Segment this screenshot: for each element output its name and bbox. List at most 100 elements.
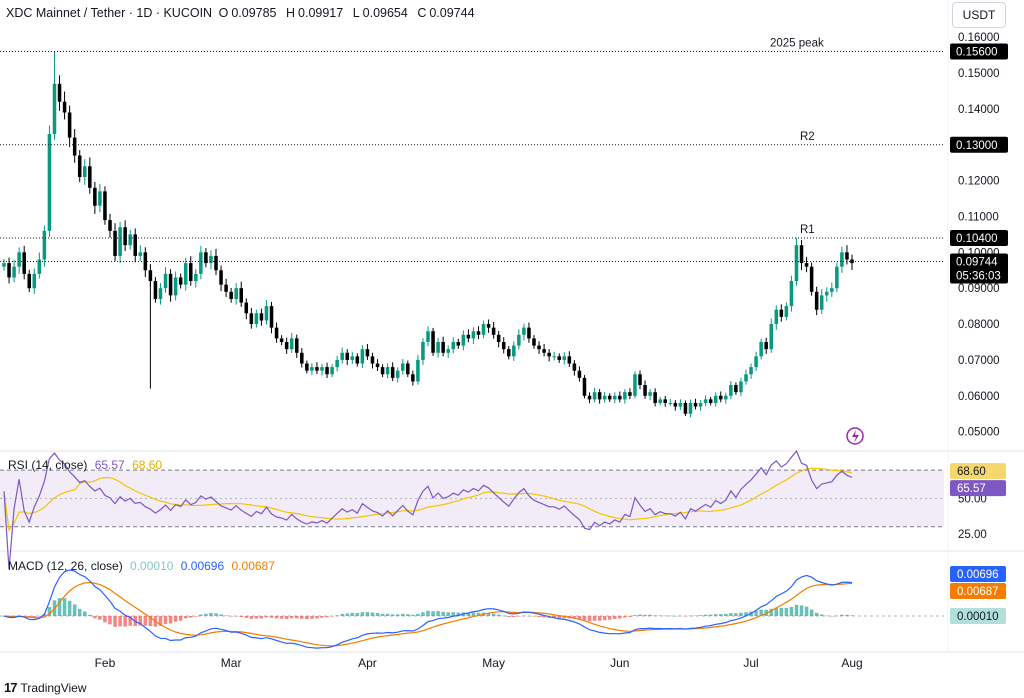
macd-histogram-bar: [108, 616, 112, 625]
candle-body: [527, 327, 531, 339]
candle-body: [582, 377, 587, 396]
candle-body: [784, 306, 789, 317]
macd-histogram-bar: [62, 598, 67, 616]
price-tick-label: 0.06000: [958, 391, 1000, 403]
macd-histogram-bar: [446, 612, 450, 616]
macd-histogram-bar: [431, 611, 435, 616]
candle-body: [673, 402, 678, 407]
rsi-tag: 65.57: [957, 483, 986, 495]
rsi-ma-tag-bg: [950, 463, 1006, 480]
candle-body: [451, 342, 456, 350]
candle-body: [411, 374, 415, 382]
macd-histogram-bar: [219, 614, 223, 616]
macd-histogram-bar: [103, 616, 107, 623]
candle-body: [173, 277, 178, 296]
macd-histogram-bar: [451, 612, 456, 616]
candle-body: [643, 385, 647, 396]
macd-histogram-bar: [194, 616, 198, 617]
macd-histogram-bar: [32, 616, 37, 618]
rsi-ma-value: 68.60: [132, 458, 163, 472]
macd-histogram-bar: [456, 612, 461, 616]
time-tick-label: Aug: [841, 656, 862, 670]
macd-histogram-bar: [416, 613, 420, 616]
candle-body: [769, 324, 774, 350]
candle-body: [713, 395, 718, 403]
macd-histogram-bar: [390, 614, 395, 616]
currency-button[interactable]: USDT: [952, 2, 1006, 28]
candle-body: [72, 137, 77, 156]
macd-histogram-bar: [330, 616, 334, 617]
candle-body: [754, 356, 758, 368]
candle-body: [789, 281, 794, 307]
time-tick-label: Jul: [743, 656, 758, 670]
candle-body: [476, 331, 481, 335]
candle-body: [244, 302, 249, 314]
level-tag-bg: [950, 136, 1008, 153]
macd-histogram-bar: [718, 614, 723, 616]
candle-body: [486, 324, 491, 328]
candle-body: [289, 338, 294, 350]
price-tick-label: 0.07000: [958, 355, 1000, 367]
candle-body: [683, 402, 688, 414]
candle-body: [461, 334, 466, 346]
candle-body: [325, 367, 329, 375]
candle-body: [360, 349, 365, 364]
macd-histogram-bar: [517, 616, 521, 617]
macd-histogram-bar: [607, 616, 612, 620]
candle-body: [178, 277, 183, 285]
macd-histogram-bar: [754, 610, 758, 616]
candle-body: [284, 342, 289, 350]
macd-histogram-bar: [658, 615, 662, 616]
macd-histogram-bar: [703, 614, 708, 616]
candle-body: [163, 273, 168, 289]
symbol-title: XDC Mainnet / Tether · 1D · KUCOIN: [6, 6, 213, 20]
candle-body: [113, 230, 117, 256]
candle-body: [734, 385, 738, 393]
macd-histogram-bar: [385, 613, 390, 616]
macd-histogram-bar: [653, 615, 657, 616]
macd-histogram-bar: [512, 616, 516, 618]
candle-body: [653, 392, 657, 403]
macd-histogram-bar: [713, 614, 718, 616]
candle-body: [491, 327, 496, 335]
candle-body: [219, 270, 223, 285]
candle-body: [229, 291, 233, 299]
macd-histogram-bar: [436, 611, 440, 616]
symbol-header: XDC Mainnet / Tether · 1D · KUCOIN O 0.09…: [6, 6, 481, 20]
candle-body: [628, 392, 632, 396]
candle-body: [168, 273, 173, 296]
macd-histogram-bar: [496, 614, 501, 616]
candle-body: [82, 166, 87, 178]
candle-body: [648, 392, 652, 396]
candle-body: [320, 367, 324, 371]
macd-histogram-bar: [229, 616, 233, 617]
macd-histogram-bar: [739, 612, 743, 616]
price-tick-label: 0.15000: [958, 68, 1000, 80]
macd-histogram-bar: [37, 616, 42, 617]
macd-histogram-bar: [395, 614, 400, 616]
macd-histogram-bar: [506, 616, 511, 617]
rsi-legend: RSI (14, close) 65.57 68.60: [8, 458, 162, 472]
macd-histogram-bar: [93, 616, 97, 619]
macd-histogram-bar: [552, 616, 556, 619]
macd-histogram-bar: [294, 616, 299, 619]
macd-histogram-bar: [57, 598, 62, 616]
candle-body: [819, 295, 824, 310]
candle-body: [57, 83, 62, 102]
low-label: L: [352, 6, 360, 20]
candle-body: [305, 363, 309, 371]
candle-body: [633, 374, 637, 396]
candle-body: [224, 284, 228, 292]
candle-body: [708, 399, 713, 403]
candle-body: [123, 227, 127, 246]
candle-body: [456, 342, 461, 346]
candle-body: [148, 270, 153, 282]
macd-tag: 0.00696: [957, 569, 999, 581]
candle-body: [188, 263, 193, 282]
macd-histogram-bar: [77, 608, 82, 616]
candle-body: [587, 395, 592, 400]
macd-histogram-bar: [663, 615, 668, 617]
candle-body: [52, 83, 57, 134]
candle-body: [17, 252, 21, 267]
